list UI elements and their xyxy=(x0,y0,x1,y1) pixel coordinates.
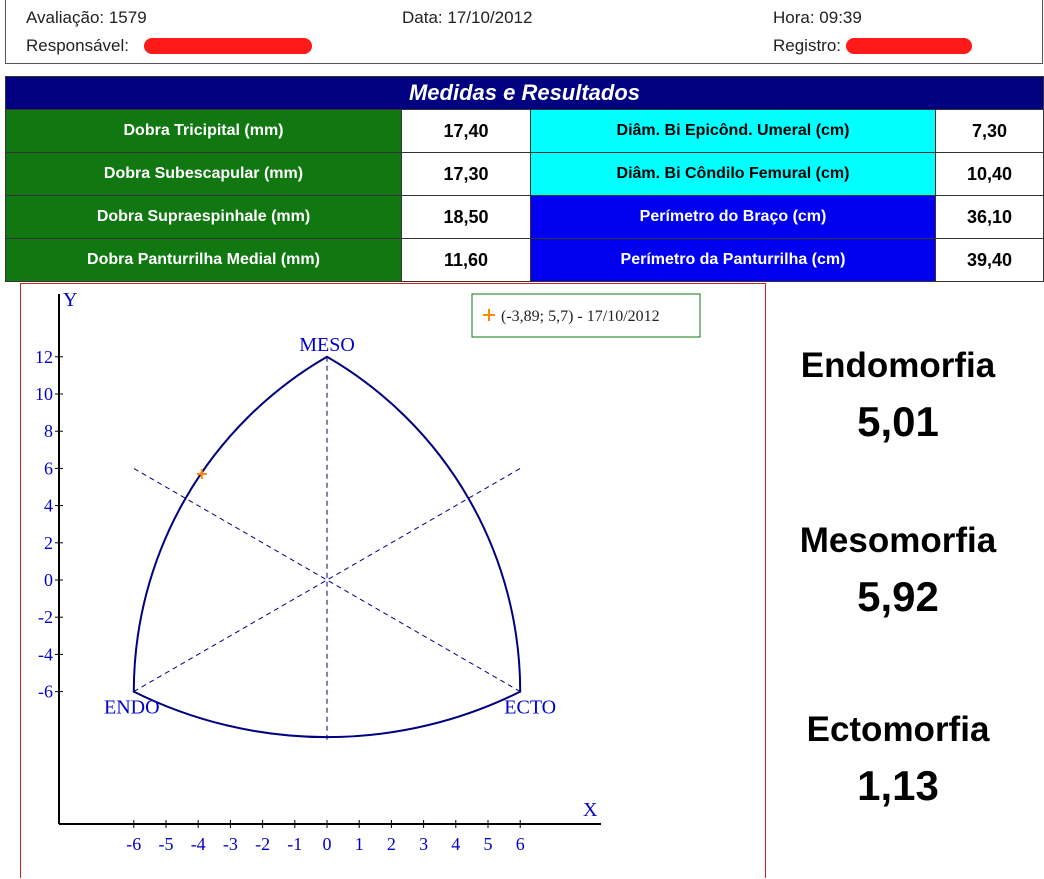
dobra-subescapular-label: Dobra Subescapular (mm) xyxy=(5,152,402,196)
diam-umeral-label: Diâm. Bi Epicônd. Umeral (cm) xyxy=(530,109,936,153)
y-tick-label: -4 xyxy=(38,644,53,664)
responsavel-label: Responsável: xyxy=(26,36,130,55)
legend-box xyxy=(471,293,701,338)
table-row: Dobra Subescapular (mm) 17,30 Diâm. Bi C… xyxy=(5,152,1044,196)
somatochart-frame: Y X -6 -4 -2 0 2 4 6 8 10 12 -6 -5 -4 -3 -2 -1 0 1 2 3 4 5 6 MESO… xyxy=(20,283,766,878)
diam-umeral-value: 7,30 xyxy=(934,109,1044,153)
x-tick-label: 5 xyxy=(484,834,493,854)
y-tick-label: 4 xyxy=(44,496,53,516)
x-tick-label: -3 xyxy=(223,834,238,854)
registro-label: Registro: xyxy=(773,36,842,55)
perimetro-panturrilha-value: 39,40 xyxy=(934,238,1044,282)
vertex-label-ecto: ECTO xyxy=(504,697,556,719)
hora-text: Hora: 09:39 xyxy=(773,8,862,27)
vertex-label-meso: MESO xyxy=(299,334,355,356)
mesomorfia-value: 5,92 xyxy=(857,573,939,620)
measurements-table: Medidas e Resultados Dobra Tricipital (m… xyxy=(4,76,1044,282)
registro-redaction xyxy=(846,38,972,54)
table-row: Dobra Tricipital (mm) 17,40 Diâm. Bi Epi… xyxy=(5,109,1044,153)
x-tick-label: -4 xyxy=(191,834,206,854)
dobra-subescapular-value: 17,30 xyxy=(401,152,531,196)
ectomorfia-label: Ectomorfia xyxy=(806,710,990,749)
dobra-panturrilha-value: 11,60 xyxy=(401,238,531,282)
x-tick-label: 2 xyxy=(387,834,396,854)
x-tick-label: -2 xyxy=(255,834,270,854)
x-tick-label: 1 xyxy=(355,834,364,854)
y-tick-label: -2 xyxy=(38,607,53,627)
x-tick-label: 6 xyxy=(516,834,525,854)
x-tick-label: 0 xyxy=(323,834,332,854)
y-tick-label: 12 xyxy=(35,347,53,367)
y-tick-label: -6 xyxy=(38,682,53,702)
y-tick-label: 0 xyxy=(44,570,53,590)
table-row: Dobra Panturrilha Medial (mm) 11,60 Perí… xyxy=(5,238,1044,282)
y-tick-label: 10 xyxy=(35,384,53,404)
endomorfia-label: Endomorfia xyxy=(800,346,996,385)
perimetro-braco-value: 36,10 xyxy=(934,195,1044,239)
x-tick-label: 3 xyxy=(419,834,428,854)
dobra-tricipital-label: Dobra Tricipital (mm) xyxy=(5,109,402,153)
y-tick-label: 6 xyxy=(44,458,53,478)
y-tick-label: 2 xyxy=(44,533,53,553)
dobra-tricipital-value: 17,40 xyxy=(401,109,531,153)
x-axis-label: X xyxy=(583,799,598,821)
data-text: Data: 17/10/2012 xyxy=(402,8,533,27)
x-tick-label: 4 xyxy=(451,834,460,854)
y-tick-label: 8 xyxy=(44,421,53,441)
x-tick-label: -6 xyxy=(126,834,141,854)
x-tick-label: -5 xyxy=(159,834,174,854)
ecto-diagonal-line xyxy=(133,467,521,693)
vertex-label-endo: ENDO xyxy=(104,697,160,719)
header-box: Avaliação: 1579 Data: 17/10/2012 Hora: 0… xyxy=(5,0,1043,64)
dobra-supraespinhale-value: 18,50 xyxy=(401,195,531,239)
endo-diagonal-line xyxy=(133,467,521,693)
diam-femural-value: 10,40 xyxy=(934,152,1044,196)
mesomorfia-label: Mesomorfia xyxy=(799,521,997,560)
x-tick-label: -1 xyxy=(287,834,302,854)
y-axis-label: Y xyxy=(63,289,77,311)
table-row: Dobra Supraespinhale (mm) 18,50 Perímetr… xyxy=(5,195,1044,239)
dobra-panturrilha-label: Dobra Panturrilha Medial (mm) xyxy=(5,238,402,282)
perimetro-braco-label: Perímetro do Braço (cm) xyxy=(530,195,936,239)
perimetro-panturrilha-label: Perímetro da Panturrilha (cm) xyxy=(530,238,936,282)
endomorfia-value: 5,01 xyxy=(857,398,939,445)
diam-femural-label: Diâm. Bi Côndilo Femural (cm) xyxy=(530,152,936,196)
legend-text: (-3,89; 5,7) - 17/10/2012 xyxy=(501,308,660,325)
responsavel-redaction xyxy=(144,38,312,54)
table-title: Medidas e Resultados xyxy=(4,76,1044,110)
dobra-supraespinhale-label: Dobra Supraespinhale (mm) xyxy=(5,195,402,239)
avaliacao-text: Avaliação: 1579 xyxy=(26,8,147,27)
ectomorfia-value: 1,13 xyxy=(857,762,939,809)
